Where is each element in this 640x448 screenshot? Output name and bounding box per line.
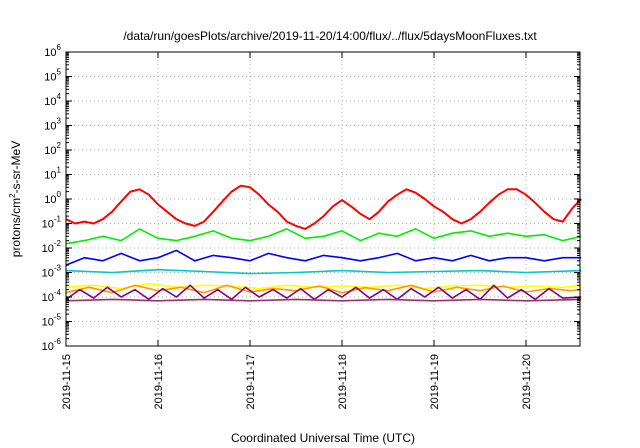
- y-tick-base: 10: [42, 317, 54, 329]
- y-axis-label: protons/cm2-s-sr-MeV: [8, 141, 23, 257]
- x-axis-label: Coordinated Universal Time (UTC): [231, 431, 415, 445]
- y-tick-base: 10: [42, 268, 54, 280]
- y-tick-exponent: 3: [57, 117, 62, 126]
- y-tick-exponent: -6: [54, 337, 62, 346]
- y-tick-exponent: -5: [54, 313, 62, 322]
- y-tick-label: 10-4: [42, 288, 62, 304]
- y-tick-base: 10: [42, 341, 54, 353]
- y-tick-base: 10: [42, 292, 54, 304]
- y-tick-base: 10: [44, 72, 56, 84]
- y-tick-base: 10: [44, 47, 56, 59]
- x-tick-label: 2019-11-19: [429, 354, 441, 409]
- y-tick-base: 10: [44, 96, 56, 108]
- y-tick-base: 10: [44, 170, 56, 182]
- y-tick-base: 10: [42, 219, 54, 231]
- y-tick-label: 100: [44, 190, 61, 206]
- y-tick-exponent: 4: [57, 92, 62, 101]
- y-tick-label: 105: [44, 68, 61, 84]
- y-tick-label: 10-5: [42, 313, 62, 329]
- series-line-3: [65, 268, 582, 275]
- y-axis-label-main: protons/cm: [9, 198, 23, 257]
- x-tick-label: 2019-11-20: [521, 354, 533, 409]
- series-line-2: [65, 249, 582, 266]
- y-tick-base: 10: [44, 194, 56, 206]
- x-tick-label: 2019-11-15: [61, 354, 73, 409]
- y-axis: 10-610-510-410-310-210-11001011021031041…: [42, 43, 580, 353]
- y-tick-label: 106: [44, 43, 61, 59]
- y-tick-base: 10: [44, 145, 56, 157]
- gridlines: [66, 52, 580, 346]
- y-tick-label: 102: [44, 141, 61, 157]
- series-group: [65, 184, 582, 302]
- series-line-7: [65, 298, 582, 302]
- y-tick-label: 104: [44, 92, 61, 108]
- y-tick-exponent: -2: [54, 239, 62, 248]
- y-tick-exponent: 1: [57, 166, 62, 175]
- series-line-6: [65, 284, 582, 301]
- y-tick-exponent: -1: [54, 215, 62, 224]
- y-tick-exponent: -3: [54, 264, 62, 273]
- y-tick-label: 10-6: [42, 337, 62, 353]
- y-tick-exponent: 6: [57, 43, 62, 52]
- x-axis: 2019-11-15 2019-11-16 2019-11-17 2019-11-18…: [61, 52, 533, 409]
- series-line-0: [65, 184, 582, 230]
- series-line-5: [65, 284, 582, 294]
- series-line-4: [65, 282, 582, 290]
- y-tick-exponent: 2: [57, 141, 62, 150]
- y-tick-label: 103: [44, 117, 61, 133]
- y-tick-base: 10: [42, 243, 54, 255]
- y-tick-base: 10: [44, 121, 56, 133]
- x-tick-label: 2019-11-18: [337, 354, 349, 409]
- y-tick-label: 10-3: [42, 264, 62, 280]
- x-tick-label: 2019-11-17: [245, 354, 257, 409]
- x-tick-label: 2019-11-16: [153, 354, 165, 409]
- y-axis-label-unit: -s-sr-MeV: [9, 141, 23, 194]
- y-tick-exponent: 5: [57, 68, 62, 77]
- y-tick-exponent: -4: [54, 288, 62, 297]
- y-tick-label: 10-1: [42, 215, 62, 231]
- y-tick-label: 101: [44, 166, 61, 182]
- y-tick-exponent: 0: [57, 190, 62, 199]
- series-line-1: [65, 228, 582, 245]
- y-axis-label-superscript: 2: [8, 193, 17, 198]
- chart-title: /data/run/goesPlots/archive/2019-11-20/1…: [123, 29, 537, 43]
- y-tick-label: 10-2: [42, 239, 62, 255]
